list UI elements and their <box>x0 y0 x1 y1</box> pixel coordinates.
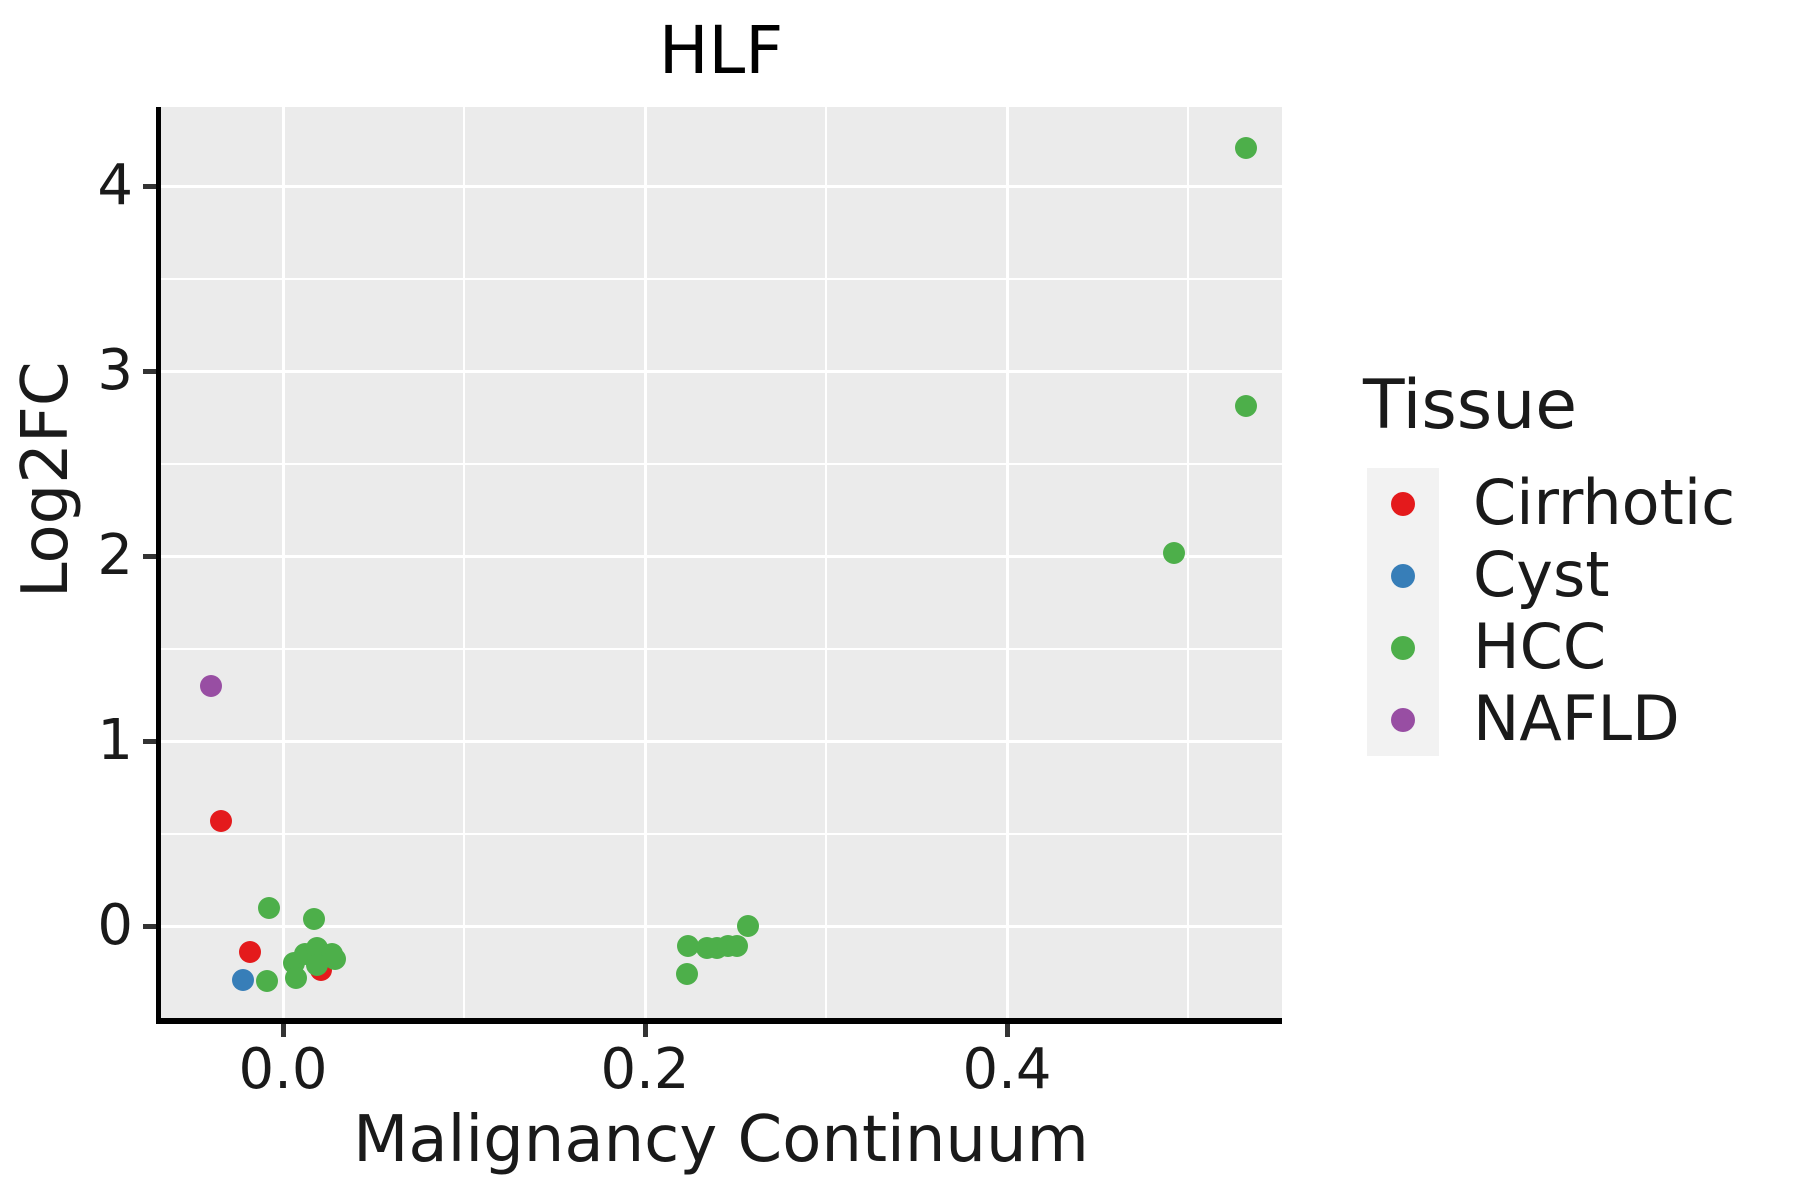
legend-dot-icon <box>1391 708 1415 732</box>
data-point-hcc <box>1234 395 1257 418</box>
data-point-hcc <box>1162 541 1185 564</box>
x-tick-mark <box>1004 1024 1010 1037</box>
data-point-hcc <box>726 935 749 958</box>
data-point-cyst <box>232 968 255 991</box>
y-tick-label: 4 <box>97 153 133 219</box>
gridline-major-x <box>1005 107 1009 1020</box>
legend: Tissue Cirrhotic Cyst HCC NAFLD <box>1363 372 1763 756</box>
y-tick-label: 1 <box>97 708 133 774</box>
data-point-hcc <box>324 948 347 971</box>
legend-title: Tissue <box>1363 366 1578 445</box>
data-point-hcc <box>306 953 329 976</box>
legend-key-box <box>1367 468 1439 540</box>
gridline-minor-y <box>160 832 1282 835</box>
x-tick-label: 0.2 <box>600 1037 690 1102</box>
data-point-hcc <box>1234 136 1257 159</box>
legend-key-box <box>1367 684 1439 756</box>
legend-label: HCC <box>1473 609 1607 683</box>
legend-key-box <box>1367 540 1439 612</box>
x-tick-label: 0.4 <box>962 1037 1052 1102</box>
data-point-hcc <box>284 966 307 989</box>
y-tick-label: 0 <box>97 893 133 958</box>
y-tick-mark <box>143 923 156 929</box>
data-point-hcc <box>302 907 325 930</box>
data-point-cirrhotic <box>239 940 262 963</box>
legend-label: Cyst <box>1473 537 1610 611</box>
legend-dot-icon <box>1391 492 1415 516</box>
gridline-major-y <box>160 554 1282 558</box>
y-axis-line <box>156 107 161 1023</box>
gridline-major-y <box>160 924 1282 928</box>
x-axis-title: Malignancy Continuum <box>353 1103 1089 1177</box>
y-tick-mark <box>143 738 156 744</box>
legend-entry-cirrhotic: Cirrhotic <box>1363 468 1763 540</box>
gridline-minor-y <box>160 647 1282 650</box>
gridline-minor-y <box>160 462 1282 465</box>
plot-panel <box>160 107 1282 1020</box>
data-point-cirrhotic <box>210 809 233 832</box>
y-tick-mark <box>143 183 156 189</box>
data-point-hcc <box>257 896 280 919</box>
data-point-hcc <box>737 915 760 937</box>
legend-label: NAFLD <box>1473 681 1680 755</box>
legend-dot-icon <box>1391 636 1415 660</box>
data-point-hcc <box>255 970 278 993</box>
y-tick-label: 2 <box>97 523 133 589</box>
gridline-minor-x <box>463 107 465 1020</box>
x-tick-mark <box>280 1024 286 1037</box>
legend-dot-icon <box>1391 564 1415 588</box>
gridline-major-y <box>160 184 1282 188</box>
y-tick-mark <box>143 368 156 374</box>
legend-label: Cirrhotic <box>1473 465 1736 539</box>
y-tick-mark <box>143 553 156 559</box>
x-tick-label: 0.0 <box>238 1037 328 1102</box>
gridline-minor-y <box>160 277 1282 280</box>
legend-entry-cyst: Cyst <box>1363 540 1763 612</box>
data-point-hcc <box>675 963 698 986</box>
gridline-major-x <box>281 107 285 1020</box>
plot-title: HLF <box>658 12 784 89</box>
gridline-major-y <box>160 369 1282 373</box>
legend-entry-nafld: NAFLD <box>1363 684 1763 756</box>
gridline-minor-x <box>825 107 827 1020</box>
legend-entries: Cirrhotic Cyst HCC NAFLD <box>1363 468 1763 756</box>
gridline-major-y <box>160 739 1282 743</box>
gridline-minor-x <box>1187 107 1189 1020</box>
gridline-major-x <box>643 107 647 1020</box>
y-tick-label: 3 <box>97 338 133 404</box>
data-point-nafld <box>199 674 222 697</box>
legend-entry-hcc: HCC <box>1363 612 1763 684</box>
x-tick-mark <box>642 1024 648 1037</box>
x-axis-line <box>156 1018 1282 1024</box>
legend-key-box <box>1367 612 1439 684</box>
data-point-hcc <box>677 935 700 958</box>
